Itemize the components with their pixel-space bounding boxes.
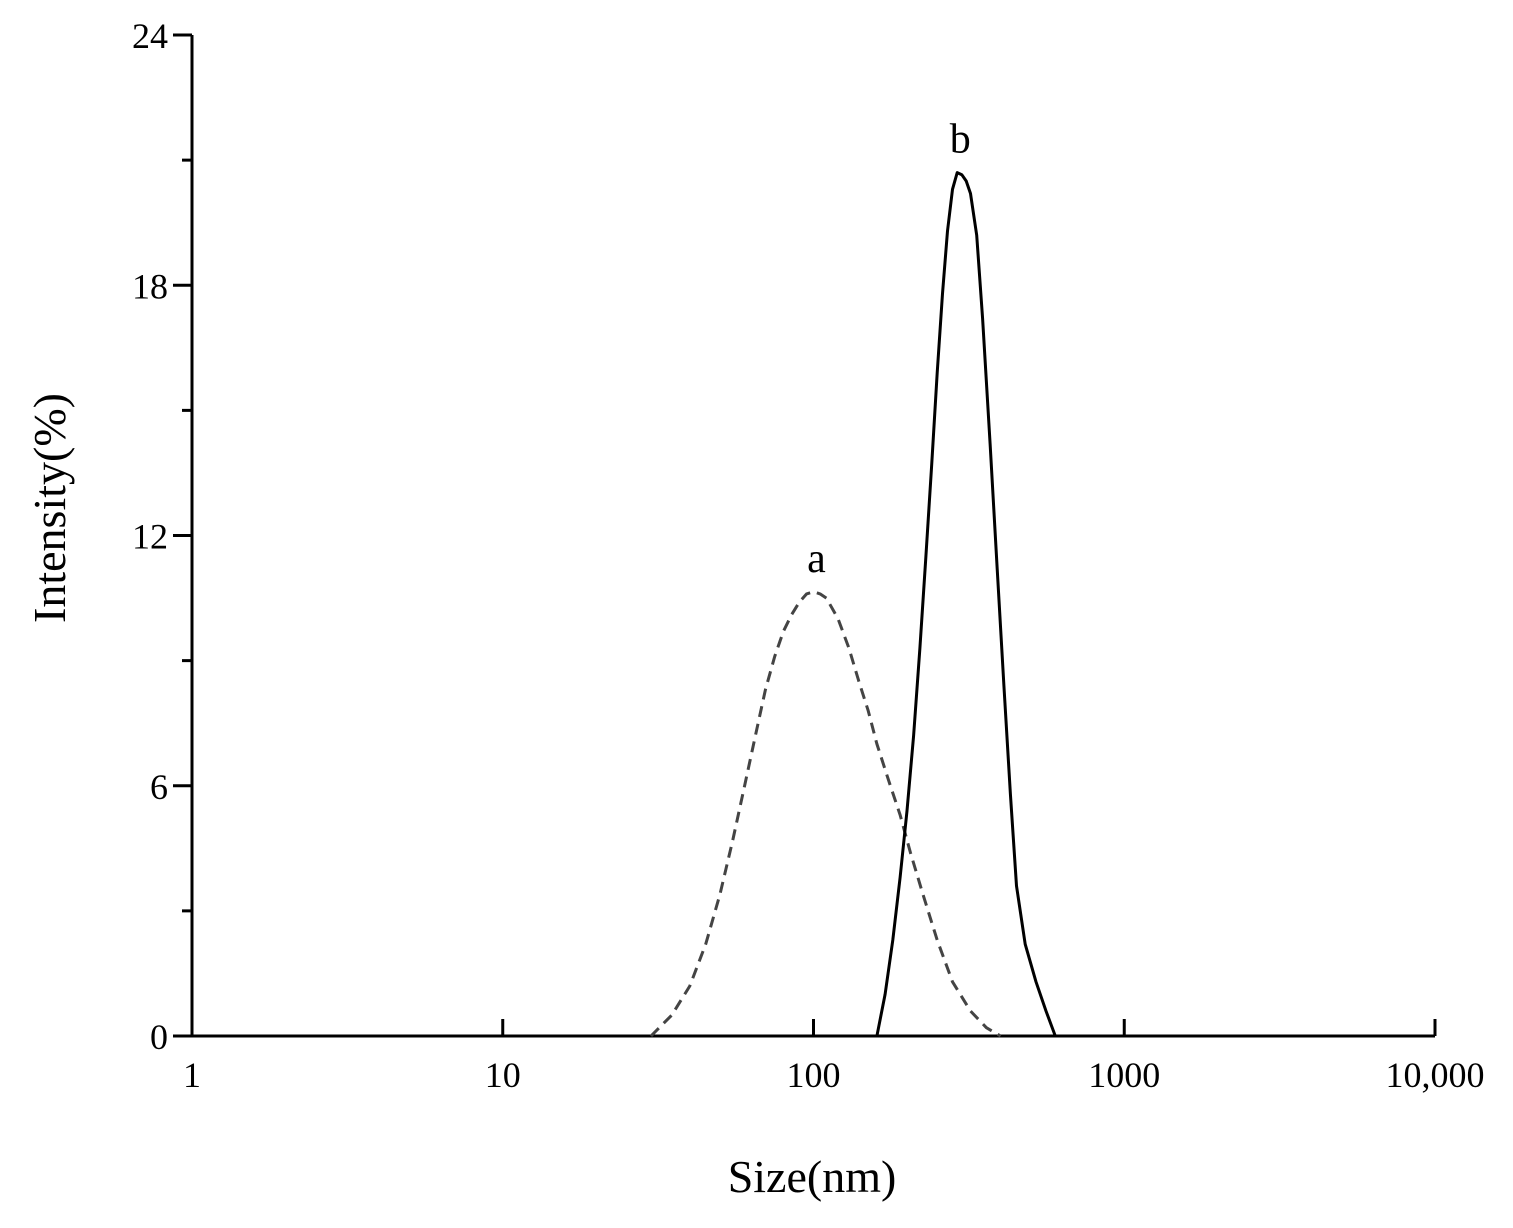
plot-area [649,171,1057,1038]
x-axis-title: Size(nm) [728,1151,897,1202]
x-tick-label: 10 [485,1055,521,1095]
y-axis-title: Intensity(%) [24,393,75,623]
y-tick-label: 0 [150,1017,168,1057]
x-tick-label: 1000 [1088,1055,1160,1095]
series-a-line [649,590,1002,1038]
labels: Size(nm) Intensity(%) 1 10 100 1000 10,000 0 6… [24,16,1485,1202]
series-a-peak-label: a [807,536,826,582]
y-tick-label: 18 [132,266,168,306]
axes [173,33,1437,1038]
x-tick-label: 1 [183,1055,201,1095]
x-tick-label: 100 [787,1055,841,1095]
y-tick-label: 24 [132,16,168,56]
y-tick-label: 12 [132,517,168,557]
series-b-peak-label: b [950,117,971,163]
y-tick-label: 6 [150,767,168,807]
series-b-line [875,171,1057,1037]
x-tick-label: 10,000 [1386,1055,1485,1095]
